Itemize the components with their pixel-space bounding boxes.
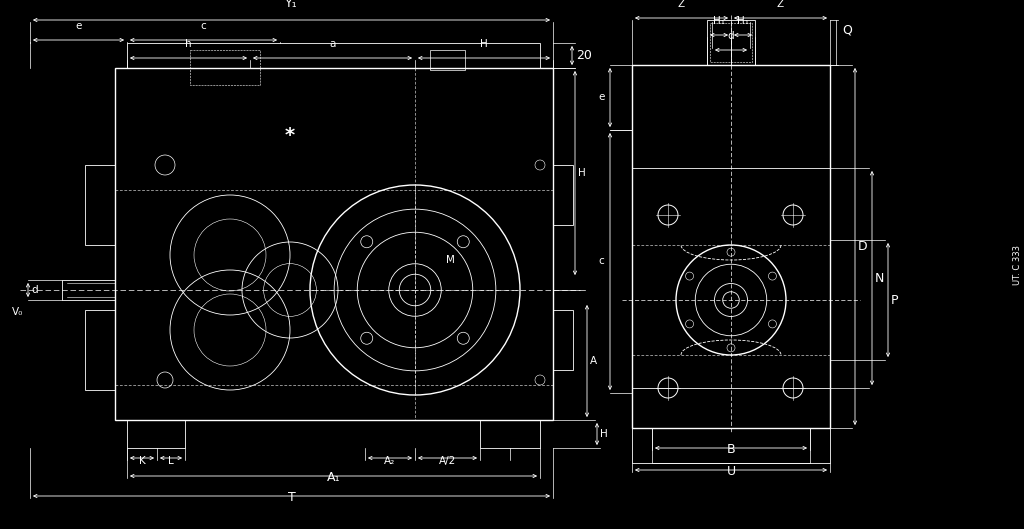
Text: h: h [185, 39, 191, 49]
Text: H₁: H₁ [713, 16, 725, 26]
Text: d: d [31, 285, 38, 295]
Text: N: N [874, 271, 885, 285]
Text: M: M [445, 255, 455, 265]
Text: P: P [891, 294, 898, 306]
Bar [632, 428, 830, 463]
Text: H: H [578, 168, 586, 178]
Bar [85, 165, 115, 245]
Text: H₁: H₁ [737, 16, 749, 26]
Text: H: H [480, 39, 487, 49]
Text: c: c [201, 21, 207, 31]
Text: 20: 20 [575, 49, 592, 62]
Text: UT. C 333: UT. C 333 [1014, 245, 1023, 285]
Text: *: * [285, 125, 295, 144]
Text: B: B [727, 443, 735, 456]
Text: D: D [858, 240, 867, 253]
Bar [707, 20, 755, 65]
Bar [430, 50, 465, 70]
Bar [115, 68, 553, 420]
Text: Y₁: Y₁ [286, 0, 298, 10]
Text: a: a [330, 39, 336, 49]
Text: V₀: V₀ [11, 307, 23, 317]
Text: A/2: A/2 [439, 456, 456, 466]
Text: e: e [598, 93, 604, 103]
Text: d: d [728, 31, 734, 41]
Bar [85, 310, 115, 390]
Text: A₁: A₁ [327, 471, 340, 484]
Bar [710, 23, 752, 62]
Text: Z: Z [777, 0, 784, 9]
Bar [62, 280, 115, 300]
Text: A: A [590, 356, 597, 366]
Text: L: L [168, 456, 174, 466]
Text: H: H [600, 429, 608, 439]
Bar [127, 420, 185, 448]
Text: Z: Z [678, 0, 685, 9]
Bar [190, 50, 260, 85]
Text: T: T [288, 491, 295, 504]
Bar [480, 420, 540, 448]
Bar [127, 43, 540, 68]
Text: A₂: A₂ [384, 456, 395, 466]
Bar [632, 65, 830, 428]
Text: Q: Q [842, 23, 852, 37]
Bar [553, 310, 573, 370]
Text: K: K [138, 456, 145, 466]
Text: e: e [76, 21, 82, 31]
Bar [553, 165, 573, 225]
Text: c: c [598, 257, 604, 267]
Text: U: U [726, 465, 735, 478]
Bar [652, 428, 810, 463]
